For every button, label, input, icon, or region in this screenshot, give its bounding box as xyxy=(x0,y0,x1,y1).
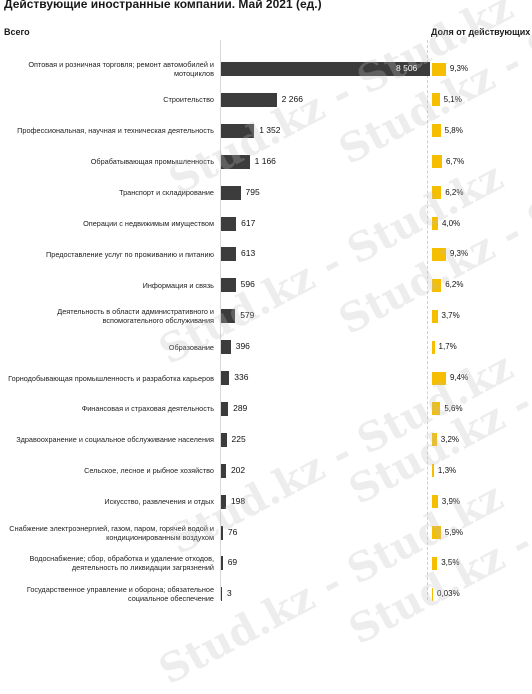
value-bar xyxy=(221,556,223,571)
category-label: Оптовая и розничная торговля; ремонт авт… xyxy=(28,60,214,78)
share-bar xyxy=(432,526,441,539)
share-bar xyxy=(432,278,442,292)
share-bar xyxy=(432,402,441,416)
value-label: 202 xyxy=(230,464,246,475)
category-label: Обрабатывающая промышленность xyxy=(90,157,214,167)
value-label: 617 xyxy=(241,217,256,228)
value-label: 396 xyxy=(235,341,250,352)
category-label: Профессиональная, научная и техническая … xyxy=(17,126,214,136)
category-label: Горнодобывающая промышленность и разрабо… xyxy=(8,373,214,383)
share-label: 4,0% xyxy=(441,218,461,228)
share-axis-line xyxy=(427,40,428,600)
share-bar xyxy=(432,186,442,200)
value-label: 289 xyxy=(233,402,248,413)
value-bar xyxy=(221,123,255,138)
value-label: 225 xyxy=(231,433,246,444)
right-header: Доля от действующих xyxy=(431,27,531,37)
share-label: 3,5% xyxy=(441,558,460,568)
share-label: 9,3% xyxy=(449,64,469,73)
share-label: 3,9% xyxy=(441,496,461,506)
value-bar xyxy=(221,463,226,478)
share-bar xyxy=(432,433,437,447)
share-bar xyxy=(432,587,433,601)
share-label: 6,7% xyxy=(445,156,465,166)
value-label: 2 266 xyxy=(281,93,303,104)
value-bar xyxy=(221,216,237,231)
category-label: Информация и связь xyxy=(142,280,214,290)
share-bar xyxy=(432,155,442,169)
value-bar xyxy=(221,92,277,107)
category-label: Транспорт и складирование xyxy=(119,188,214,198)
value-label: 336 xyxy=(234,372,249,382)
share-label: 1,3% xyxy=(437,465,457,475)
category-label: Здравоохранение и социальное обслуживани… xyxy=(16,435,214,445)
category-label: Снабжение электроэнергией, газом, паром,… xyxy=(9,523,214,542)
value-label: 1 352 xyxy=(259,124,281,135)
watermark-text: Stud.kz - Stud.kz xyxy=(341,433,532,654)
category-label: Государственное управление и оборона; об… xyxy=(26,585,214,604)
value-bar xyxy=(221,494,226,509)
category-label: Водоснабжение; сбор, обработка и удалени… xyxy=(29,554,214,573)
share-label: 6,2% xyxy=(445,187,464,197)
category-label: Образование xyxy=(168,342,214,352)
share-bar xyxy=(432,62,446,76)
share-label: 5,1% xyxy=(443,94,462,104)
category-label: Финансовая и страховая деятельность xyxy=(81,404,214,414)
left-header: Всего xyxy=(4,27,30,37)
category-label: Искусство, развлечения и отдых xyxy=(104,497,214,507)
value-label: 795 xyxy=(245,186,260,197)
value-bar xyxy=(221,309,236,324)
share-label: 3,2% xyxy=(440,434,459,444)
value-bar xyxy=(221,401,229,416)
value-label: 8 506 xyxy=(396,63,418,73)
value-bar xyxy=(221,432,227,447)
share-label: 3,7% xyxy=(441,311,460,321)
share-bar xyxy=(432,464,434,478)
value-bar xyxy=(221,247,237,262)
category-label: Операции с недвижимым имуществом xyxy=(83,219,214,228)
share-label: 9,4% xyxy=(450,373,469,382)
category-label: Строительство xyxy=(163,95,214,105)
value-bar xyxy=(221,185,241,200)
share-bar xyxy=(432,340,435,354)
value-label: 1 166 xyxy=(254,155,276,166)
watermark-text: Stud.kz - Stud.kz xyxy=(151,473,511,694)
share-bar xyxy=(432,309,438,323)
share-label: 5,8% xyxy=(444,125,463,135)
category-label: Деятельность в области административного… xyxy=(57,307,214,326)
share-label: 0,03% xyxy=(437,589,460,599)
value-bar xyxy=(221,525,223,540)
category-label: Сельское, лесное и рыбное хозяйство xyxy=(84,466,214,476)
share-bar xyxy=(432,247,446,261)
value-bar xyxy=(221,278,236,293)
share-bar xyxy=(432,495,438,509)
share-bar xyxy=(432,556,438,570)
value-label: 3 xyxy=(227,588,232,599)
value-bar xyxy=(221,587,222,602)
value-label: 76 xyxy=(227,526,238,537)
watermark-text: Stud.kz - Stud.kz xyxy=(151,153,511,374)
value-bar xyxy=(221,371,230,385)
value-label: 198 xyxy=(230,495,246,506)
share-bar xyxy=(432,217,438,230)
chart-title: Действующие иностранные компании. Май 20… xyxy=(4,0,322,11)
share-label: 1,7% xyxy=(438,342,457,352)
value-label: 613 xyxy=(241,248,256,259)
value-bar xyxy=(221,62,430,76)
value-label: 69 xyxy=(227,557,238,568)
value-bar xyxy=(221,154,250,169)
share-label: 5,6% xyxy=(444,403,463,413)
share-label: 5,9% xyxy=(444,527,464,537)
value-label: 596 xyxy=(240,279,255,290)
share-label: 9,3% xyxy=(449,249,469,259)
value-label: 579 xyxy=(240,310,255,321)
value-bar xyxy=(221,340,231,355)
value-axis-line xyxy=(220,40,221,600)
share-bar xyxy=(432,93,440,107)
share-label: 6,2% xyxy=(445,280,464,290)
share-bar xyxy=(432,124,441,138)
share-bar xyxy=(432,371,446,385)
category-label: Предоставление услуг по проживанию и пит… xyxy=(46,249,214,259)
